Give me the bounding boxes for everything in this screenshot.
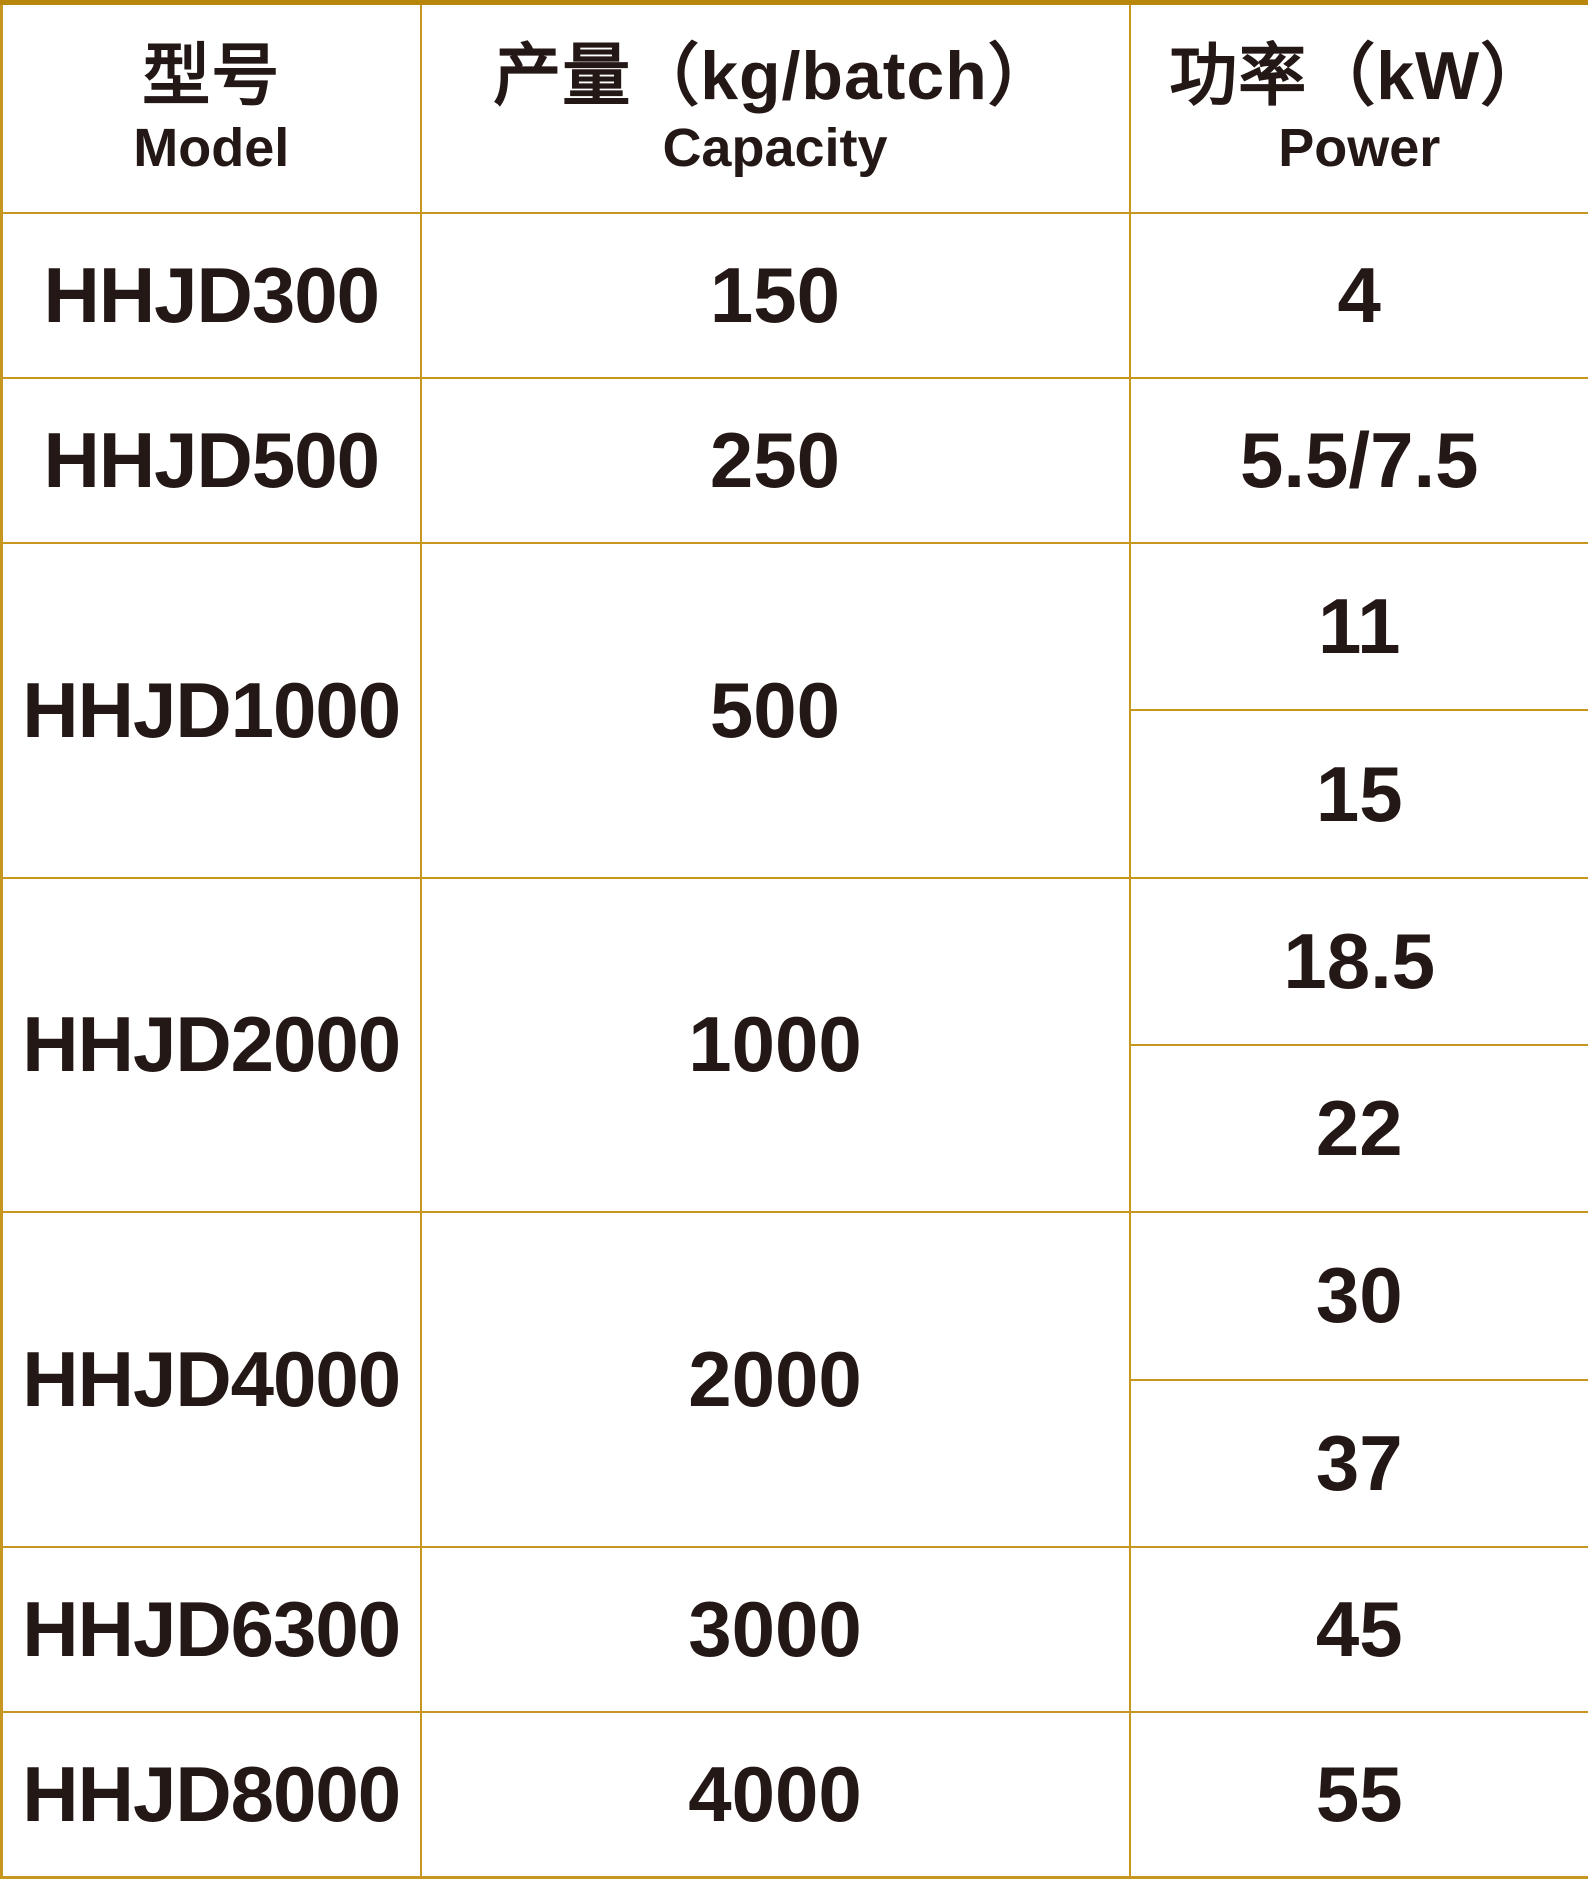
header-cell-power: 功率（kW） Power <box>1128 1 1588 214</box>
capacity-cell: 2000 <box>419 1211 1131 1548</box>
header-power-en: Power <box>1278 118 1441 179</box>
header-cell-capacity: 产量（kg/batch） Capacity <box>419 1 1131 214</box>
header-capacity-zh: 产量（kg/batch） <box>493 38 1057 115</box>
table-row: HHJD1000 500 11 <box>0 542 1588 879</box>
header-row: 型号 Model 产量（kg/batch） Capacity 功率（kW） Po… <box>0 1 1588 214</box>
power-cell: 5.5/7.5 <box>1128 376 1588 545</box>
power-cell: 18.5 <box>1128 876 1588 1046</box>
power-cell: 15 <box>1128 709 1588 879</box>
power-cell: 45 <box>1128 1545 1588 1714</box>
power-cell: 22 <box>1128 1043 1588 1214</box>
power-cell: 37 <box>1128 1378 1588 1548</box>
spec-table-body: HHJD300 150 4 HHJD500 250 5.5/7.5 HHJD1000 500 1… <box>0 211 1588 1879</box>
table-subrow: 37 <box>2 1378 1588 1548</box>
table-row: HHJD6300 3000 45 <box>0 1545 1588 1714</box>
model-cell: HHJD4000 <box>0 1211 422 1548</box>
model-cell: HHJD500 <box>0 376 422 545</box>
spec-table-header: 型号 Model 产量（kg/batch） Capacity 功率（kW） Po… <box>0 1 1588 214</box>
model-cell: HHJD300 <box>0 211 422 379</box>
power-cell: 55 <box>1128 1711 1588 1879</box>
power-cell: 4 <box>1128 211 1588 379</box>
header-capacity-en: Capacity <box>662 118 888 179</box>
capacity-cell: 1000 <box>419 876 1131 1214</box>
table-row: HHJD500 250 5.5/7.5 <box>0 376 1588 545</box>
table-row: HHJD4000 2000 30 <box>0 1211 1588 1548</box>
table-row: HHJD300 150 4 <box>0 211 1588 379</box>
capacity-cell: 3000 <box>419 1545 1131 1714</box>
capacity-cell: 4000 <box>419 1711 1131 1879</box>
capacity-cell: 500 <box>419 542 1131 879</box>
table-subrow: 22 <box>2 1043 1588 1214</box>
table-row: HHJD2000 1000 18.5 <box>0 876 1588 1214</box>
capacity-cell: 250 <box>419 376 1131 545</box>
model-cell: HHJD1000 <box>0 542 422 879</box>
table-row: HHJD8000 4000 55 <box>0 1711 1588 1879</box>
capacity-cell: 150 <box>419 211 1131 379</box>
header-model-en: Model <box>133 118 290 179</box>
model-cell: HHJD6300 <box>0 1545 422 1714</box>
power-cell: 30 <box>1128 1211 1588 1381</box>
model-cell: HHJD2000 <box>0 876 422 1214</box>
header-cell-model: 型号 Model <box>0 1 422 214</box>
table-subrow: 15 <box>2 709 1588 879</box>
power-cell: 11 <box>1128 542 1588 712</box>
model-cell: HHJD8000 <box>0 1711 422 1879</box>
header-model-zh: 型号 <box>142 38 281 115</box>
header-power-zh: 功率（kW） <box>1169 38 1550 115</box>
